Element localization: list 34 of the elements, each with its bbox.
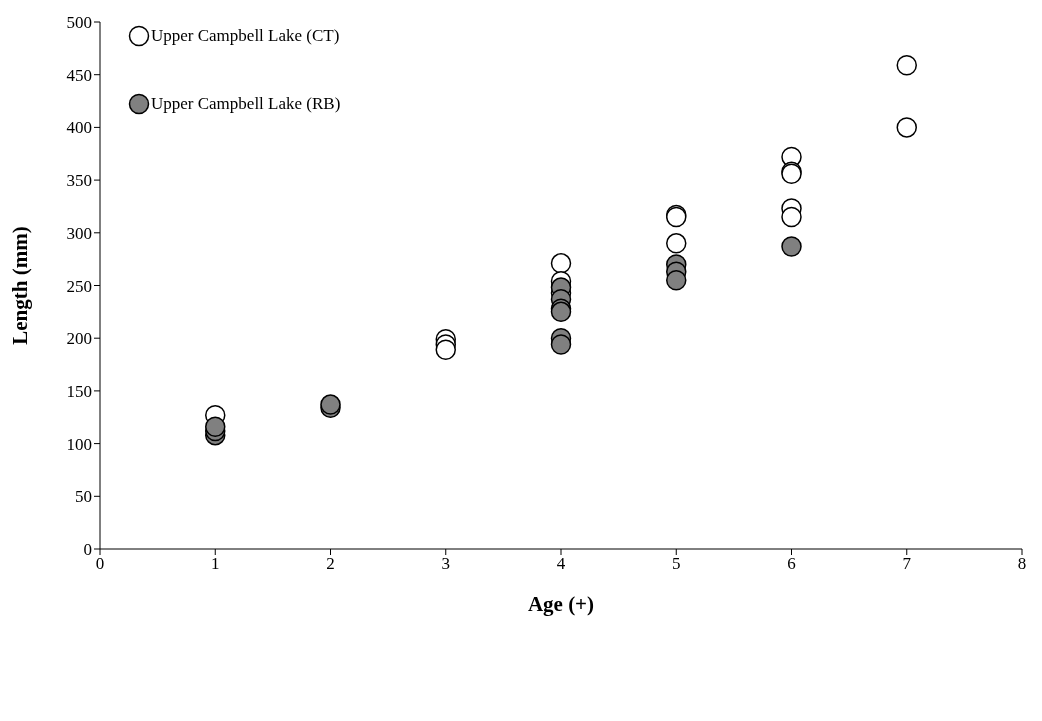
y-tick-label: 150 <box>66 381 92 401</box>
legend-label: Upper Campbell Lake (RB) <box>151 94 341 114</box>
point <box>781 236 802 257</box>
x-tick-label: 0 <box>95 554 105 574</box>
point <box>550 253 572 274</box>
x-tick-label: 8 <box>1017 554 1027 574</box>
y-tick-label: 400 <box>66 118 92 138</box>
y-tick-label: 200 <box>66 329 92 349</box>
point <box>896 117 917 138</box>
x-tick-label: 1 <box>211 554 220 574</box>
point <box>896 54 917 76</box>
x-tick-label: 5 <box>672 554 681 574</box>
point <box>666 233 687 254</box>
x-tick-label: 7 <box>902 554 912 574</box>
x-tick-label: 4 <box>556 554 566 574</box>
x-tick-label: 2 <box>326 554 335 574</box>
point <box>435 339 456 361</box>
x-tick-label: 3 <box>441 554 450 574</box>
point <box>550 334 572 355</box>
y-tick-label: 50 <box>75 487 92 507</box>
y-tick-label: 250 <box>66 276 92 296</box>
x-axis-title: Age (+) <box>527 592 595 616</box>
y-tick-label: 500 <box>66 13 92 33</box>
y-tick-label: 300 <box>66 223 92 243</box>
point <box>781 206 802 228</box>
legend-label: Upper Campbell Lake (CT) <box>151 26 340 46</box>
point <box>666 269 687 291</box>
point <box>205 416 226 437</box>
y-axis-title: Length (mm) <box>8 226 33 345</box>
y-tick-label: 350 <box>66 171 92 191</box>
y-tick-label: 100 <box>66 434 92 454</box>
y-tick-label: 450 <box>66 65 92 85</box>
x-tick-label: 6 <box>787 554 796 574</box>
y-tick-label: 0 <box>83 540 92 560</box>
